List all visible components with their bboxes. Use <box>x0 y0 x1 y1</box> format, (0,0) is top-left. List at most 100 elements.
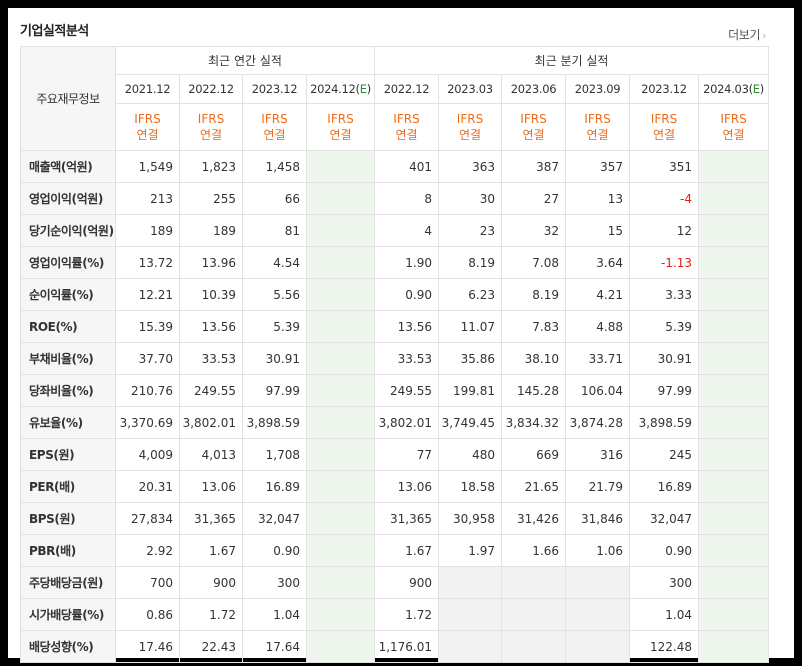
table-cell: 13.06 <box>179 470 243 503</box>
table-row: PBR(배) 2.92 1.67 0.90 1.67 1.97 1.66 1.06 0.90 <box>20 534 770 567</box>
table-cell: 363 <box>438 150 502 183</box>
table-cell: 245 <box>629 438 699 471</box>
period-header: 2023.03 <box>438 74 502 104</box>
row-label: ROE(%) <box>20 310 116 343</box>
table-cell: 199.81 <box>438 374 502 407</box>
table-cell <box>306 310 375 343</box>
table-cell <box>565 630 630 663</box>
table-cell <box>565 598 630 631</box>
table-cell: 4.88 <box>565 310 630 343</box>
table-cell: 13.56 <box>179 310 243 343</box>
table-row: 순이익률(%) 12.21 10.39 5.56 0.90 6.23 8.19 4.21 3.3… <box>20 278 770 311</box>
table-cell: 33.53 <box>179 342 243 375</box>
table-row: 시가배당률(%) 0.86 1.72 1.04 1.72 1.04 <box>20 598 770 631</box>
table-cell: 3,802.01 <box>374 406 439 439</box>
table-cell <box>697 278 770 311</box>
row-label: 주당배당금(원) <box>20 566 116 599</box>
table-cell <box>306 502 375 535</box>
table-cell: 3,898.59 <box>242 406 307 439</box>
table-cell: 387 <box>501 150 566 183</box>
consolidated-label: 연결 <box>458 128 482 142</box>
ifrs-label: IFRS <box>584 112 611 126</box>
table-cell <box>697 150 770 183</box>
table-cell: -4 <box>629 182 699 215</box>
consolidated-label: 연결 <box>395 128 418 142</box>
table-cell: 1,458 <box>242 150 307 183</box>
table-cell: 4.21 <box>565 278 630 311</box>
table-cell <box>697 374 770 407</box>
consolidated-label: 연결 <box>652 128 676 142</box>
table-cell: 7.83 <box>501 310 566 343</box>
table-cell <box>565 566 630 599</box>
table-cell: 2.92 <box>115 534 180 567</box>
table-cell: 4 <box>374 214 439 247</box>
section-title: 기업실적분석 <box>20 24 89 39</box>
row-label: 당좌비율(%) <box>20 374 116 407</box>
table-cell <box>697 630 770 663</box>
table-cell: 300 <box>242 566 307 599</box>
table-cell <box>306 470 375 503</box>
table-cell <box>697 566 770 599</box>
corner-header: 주요재무정보 <box>20 46 116 151</box>
row-label: 매출액(억원) <box>20 150 116 183</box>
table-cell: 300 <box>629 566 699 599</box>
table-cell: 5.56 <box>242 278 307 311</box>
table-cell <box>306 438 375 471</box>
table-cell: 1.04 <box>629 598 699 631</box>
table-cell <box>501 598 566 631</box>
table-cell: 3.33 <box>629 278 699 311</box>
table-cell <box>697 438 770 471</box>
table-cell: 3,874.28 <box>565 406 630 439</box>
table-row: 당좌비율(%) 210.76 249.55 97.99 249.55 199.81 145.… <box>20 374 770 407</box>
table-cell: 669 <box>501 438 566 471</box>
table-cell: 10.39 <box>179 278 243 311</box>
row-label: 유보율(%) <box>20 406 116 439</box>
period-header: 2022.12 <box>374 74 439 104</box>
table-row: 영업이익(억원) 213 255 66 8 30 27 13 -4 <box>20 182 770 215</box>
table-cell <box>306 182 375 215</box>
period-header: 2023.06 <box>501 74 566 104</box>
table-row: PER(배) 20.31 13.06 16.89 13.06 18.58 21.65 21.7… <box>20 470 770 503</box>
table-cell: 32,047 <box>629 502 699 535</box>
table-cell: 1.04 <box>242 598 307 631</box>
table-cell <box>306 534 375 567</box>
ifrs-label: IFRS <box>720 112 747 126</box>
table-cell: 30.91 <box>629 342 699 375</box>
ifrs-label: IFRS <box>197 112 225 126</box>
estimate-marker: E <box>752 82 760 96</box>
table-cell: 33.71 <box>565 342 630 375</box>
table-row: 부채비율(%) 37.70 33.53 30.91 33.53 35.86 38.10 33.… <box>20 342 770 375</box>
table-cell: 21.79 <box>565 470 630 503</box>
consolidated-label: 연결 <box>136 128 159 142</box>
financial-analysis-panel: 기업실적분석 더보기 › 주요재무정보 최근 연간 실적 최근 분기 실적 202… <box>8 8 794 663</box>
ifrs-consolidated-label: IFRS 연결 <box>438 103 502 151</box>
table-cell: 31,365 <box>179 502 243 535</box>
table-cell: 33.53 <box>374 342 439 375</box>
table-cell: 16.89 <box>242 470 307 503</box>
table-row: ROE(%) 15.39 13.56 5.39 13.56 11.07 7.83 4.88 5.… <box>20 310 770 343</box>
ifrs-label: IFRS <box>261 112 288 126</box>
annual-group-header: 최근 연간 실적 <box>115 46 375 75</box>
table-cell: 1.90 <box>374 246 439 279</box>
table-row: 당기순이익(억원) 189 189 81 4 23 32 15 12 <box>20 214 770 247</box>
table-cell: 16.89 <box>629 470 699 503</box>
table-cell <box>438 630 502 663</box>
table-cell <box>697 406 770 439</box>
table-cell: 31,365 <box>374 502 439 535</box>
table-cell: 1,708 <box>242 438 307 471</box>
consolidated-label: 연결 <box>586 128 609 142</box>
table-cell: 12 <box>629 214 699 247</box>
consolidated-label: 연결 <box>722 128 745 142</box>
table-cell: 32 <box>501 214 566 247</box>
ifrs-consolidated-label: IFRS 연결 <box>565 103 630 151</box>
table-cell: 22.43 <box>179 630 243 663</box>
ifrs-consolidated-label: IFRS 연결 <box>179 103 243 151</box>
table-cell: 1.72 <box>374 598 439 631</box>
ifrs-label: IFRS <box>327 112 354 126</box>
period-header: 2024.03(E) <box>697 74 770 104</box>
row-label: PER(배) <box>20 470 116 503</box>
table-cell: 7.08 <box>501 246 566 279</box>
table-cell <box>306 342 375 375</box>
table-cell: 5.39 <box>242 310 307 343</box>
more-link[interactable]: 더보기 › <box>728 26 766 43</box>
